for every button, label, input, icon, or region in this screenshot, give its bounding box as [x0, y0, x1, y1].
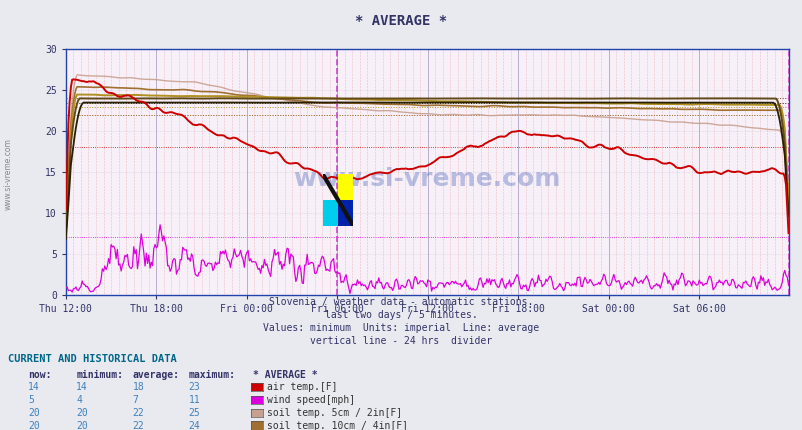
Text: Values: minimum  Units: imperial  Line: average: Values: minimum Units: imperial Line: av…	[263, 322, 539, 333]
Text: now:: now:	[28, 369, 51, 380]
Text: 24: 24	[188, 421, 200, 430]
Text: * AVERAGE *: * AVERAGE *	[355, 14, 447, 28]
Text: 22: 22	[132, 408, 144, 418]
Text: soil temp. 5cm / 2in[F]: soil temp. 5cm / 2in[F]	[267, 408, 402, 418]
Text: 20: 20	[76, 408, 88, 418]
Text: CURRENT AND HISTORICAL DATA: CURRENT AND HISTORICAL DATA	[8, 354, 176, 364]
Text: last two days / 5 minutes.: last two days / 5 minutes.	[325, 310, 477, 320]
Text: 20: 20	[76, 421, 88, 430]
Text: www.si-vreme.com: www.si-vreme.com	[3, 138, 13, 210]
Text: Slovenia / weather data - automatic stations.: Slovenia / weather data - automatic stat…	[269, 297, 533, 307]
Text: 18: 18	[132, 382, 144, 393]
Text: vertical line - 24 hrs  divider: vertical line - 24 hrs divider	[310, 335, 492, 346]
Text: average:: average:	[132, 369, 180, 380]
Text: 14: 14	[76, 382, 88, 393]
Text: air temp.[F]: air temp.[F]	[267, 382, 338, 393]
Text: 11: 11	[188, 395, 200, 405]
Text: 5: 5	[28, 395, 34, 405]
Bar	[338, 174, 353, 200]
Text: wind speed[mph]: wind speed[mph]	[267, 395, 355, 405]
Bar	[338, 200, 353, 226]
Text: soil temp. 10cm / 4in[F]: soil temp. 10cm / 4in[F]	[267, 421, 408, 430]
Text: maximum:: maximum:	[188, 369, 236, 380]
Text: 23: 23	[188, 382, 200, 393]
Text: 20: 20	[28, 421, 40, 430]
Text: 22: 22	[132, 421, 144, 430]
Text: 20: 20	[28, 408, 40, 418]
Text: 25: 25	[188, 408, 200, 418]
Text: 7: 7	[132, 395, 138, 405]
Bar	[322, 200, 338, 226]
Text: * AVERAGE *: * AVERAGE *	[253, 369, 317, 380]
Text: 4: 4	[76, 395, 82, 405]
Text: 14: 14	[28, 382, 40, 393]
Text: minimum:: minimum:	[76, 369, 124, 380]
Text: www.si-vreme.com: www.si-vreme.com	[293, 167, 561, 191]
